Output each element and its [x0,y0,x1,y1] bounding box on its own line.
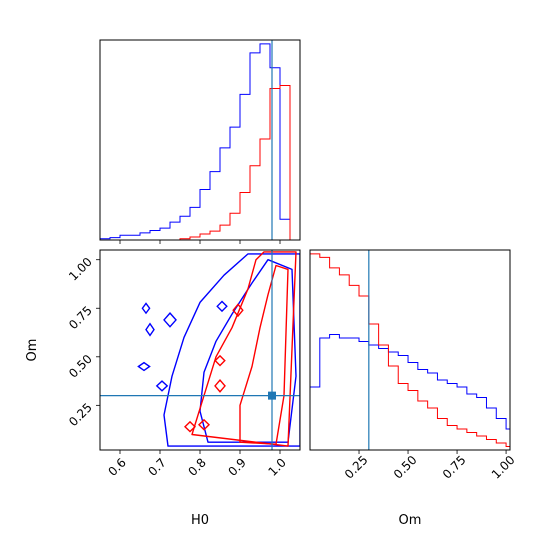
histogram-series-2 [100,85,300,241]
contour-island [183,420,197,433]
x-axis-label-om: Om [399,513,422,528]
x-tick-label: 0.8 [185,455,208,478]
y-tick-label: 0.50 [66,352,95,381]
x-tick-label: 0.6 [105,455,128,478]
contour-island [214,354,226,367]
contour-group [137,251,300,447]
contour-island [137,361,151,372]
x-tick-label: 0.9 [225,455,248,478]
x-tick-label: 0.75 [440,453,469,482]
histogram-series-1 [99,43,300,241]
y-tick-label: 0.25 [66,400,95,429]
contour-island [163,312,177,328]
truth-marker [268,391,276,400]
contour-island [216,300,228,313]
contour-blue-outer [163,253,300,447]
histogram-series-1 [309,333,511,450]
x-tick-label: 1.0 [265,455,288,478]
contour-blue-inner [199,259,297,443]
joint-frame [99,249,301,451]
contour-island [214,379,226,393]
x-tick-label: 0.25 [342,453,371,482]
h0-om-joint-panel: 0.6 0.7 0.8 0.9 1.0 0.25 0.50 0.75 1.00 [66,249,301,479]
y-tick-label: 1.00 [66,255,95,284]
x-tick-label: 1.00 [489,453,518,482]
contour-island [155,380,169,392]
om-marginal-panel: 0.25 0.50 0.75 1.00 [309,249,518,482]
contour-island [197,418,211,431]
h0-marginal-frame [99,39,301,241]
x-tick-label: 0.50 [391,453,420,482]
contour-island [232,303,244,318]
x-tick-label: 0.7 [145,455,168,478]
contour-island [145,322,155,337]
x-axis-label-h0: H0 [191,513,209,528]
contour-red-outer [191,251,297,447]
contour-island [141,302,151,315]
y-tick-label: 0.75 [66,303,95,332]
om-marginal-frame [309,249,511,451]
y-axis-label-om: Om [25,339,40,362]
h0-marginal-panel [99,39,301,244]
histogram-series-2 [309,253,511,450]
